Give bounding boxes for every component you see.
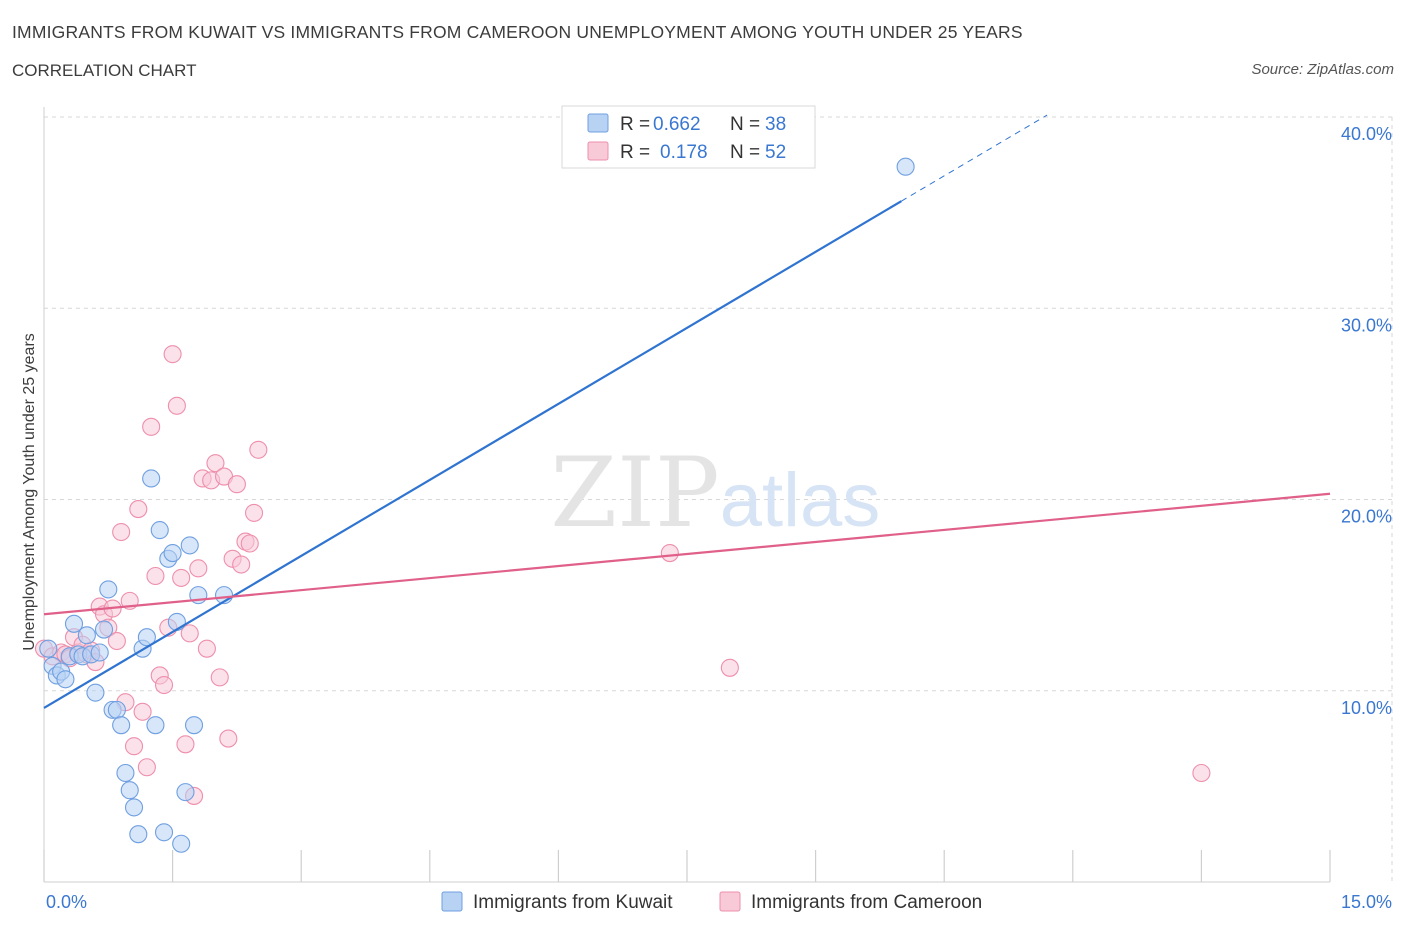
- kuwait-point: [56, 670, 75, 689]
- cameroon-point: [206, 454, 225, 473]
- cameroon-point: [112, 522, 131, 542]
- watermark-atlas: atlas: [720, 458, 881, 543]
- cameroon-point: [133, 702, 152, 721]
- y-tick-label: 20.0%: [1341, 507, 1392, 527]
- kuwait-point: [120, 781, 139, 800]
- kuwait-point: [124, 798, 144, 817]
- cameroon-point: [227, 475, 246, 494]
- kuwait-point: [94, 620, 114, 639]
- kuwait-point: [172, 834, 191, 853]
- cameroon-point: [180, 624, 199, 643]
- kuwait-point: [129, 825, 148, 844]
- chart-title: IMMIGRANTS FROM KUWAIT VS IMMIGRANTS FRO…: [12, 22, 1023, 42]
- kuwait-point: [176, 783, 195, 802]
- kuwait-point: [163, 543, 182, 563]
- kuwait-trend-extension: [901, 114, 1048, 202]
- cameroon-point: [197, 639, 216, 658]
- cameroon-point: [1192, 763, 1211, 783]
- kuwait-point: [64, 614, 84, 633]
- watermark-zip: ZIP: [550, 437, 719, 549]
- kuwait-point: [116, 763, 135, 783]
- legend-label-kuwait: Immigrants from Kuwait: [473, 892, 673, 913]
- legend-r-value-kuwait: 0.662: [653, 114, 701, 135]
- zipatlas-watermark: ZIP atlas: [550, 437, 880, 549]
- chart-subtitle: CORRELATION CHART: [12, 61, 197, 80]
- legend-r-label-kuwait: R =: [620, 114, 650, 135]
- trend-lines: [43, 114, 1331, 709]
- x-tick-label: 0.0%: [46, 892, 87, 912]
- cameroon-points: [34, 345, 1211, 805]
- legend-r-label-cameroon: R =: [620, 142, 650, 163]
- cameroon-point: [137, 758, 156, 777]
- kuwait-trend-line: [43, 200, 902, 709]
- cameroon-point: [163, 345, 182, 364]
- y-tick-label: 40.0%: [1341, 124, 1392, 144]
- legend-label-cameroon: Immigrants from Cameroon: [751, 892, 982, 913]
- cameroon-point: [660, 543, 679, 563]
- cameroon-point: [189, 559, 208, 578]
- legend-swatch-kuwait-bottom: [441, 891, 463, 912]
- source-credit: Source: ZipAtlas.com: [1251, 61, 1394, 78]
- kuwait-point: [180, 536, 199, 555]
- legend-n-value-kuwait: 38: [765, 114, 786, 135]
- kuwait-point: [142, 469, 161, 488]
- y-axis-label: Unemployment Among Youth under 25 years: [21, 333, 38, 651]
- cameroon-point: [232, 555, 251, 574]
- kuwait-point: [154, 823, 174, 842]
- kuwait-point: [99, 580, 118, 599]
- kuwait-point: [896, 157, 915, 176]
- cameroon-point: [219, 729, 238, 748]
- kuwait-point: [77, 626, 96, 645]
- legend-swatch-cameroon-bottom: [719, 891, 741, 912]
- cameroon-point: [146, 566, 165, 586]
- cameroon-point: [154, 675, 174, 695]
- kuwait-point: [86, 683, 105, 702]
- cameroon-point: [124, 737, 144, 756]
- cameroon-point: [176, 735, 195, 754]
- x-tick-label: 15.0%: [1341, 892, 1392, 912]
- cameroon-point: [129, 500, 148, 519]
- kuwait-point: [107, 700, 126, 719]
- kuwait-point: [137, 628, 156, 647]
- cameroon-point: [720, 658, 739, 677]
- y-tick-label: 30.0%: [1341, 315, 1392, 335]
- cameroon-point: [107, 631, 126, 651]
- cameroon-point: [249, 440, 268, 459]
- kuwait-point: [184, 716, 204, 735]
- y-tick-label: 10.0%: [1341, 698, 1392, 718]
- legend-n-value-cameroon: 52: [765, 142, 786, 163]
- cameroon-point: [142, 417, 161, 436]
- cameroon-point: [210, 668, 229, 687]
- legend-swatch-kuwait: [587, 113, 609, 133]
- cameroon-trend-line: [43, 492, 1331, 616]
- cameroon-point: [244, 503, 264, 522]
- kuwait-point: [167, 612, 186, 631]
- kuwait-point: [90, 643, 109, 662]
- legend-r-value-cameroon: 0.178: [660, 142, 708, 163]
- legend-n-label-kuwait: N =: [730, 114, 760, 135]
- legend-swatch-cameroon: [587, 141, 609, 161]
- series-legend: Immigrants from Kuwait Immigrants from C…: [441, 891, 982, 913]
- kuwait-point: [146, 716, 165, 735]
- cameroon-point: [167, 396, 186, 415]
- correlation-legend: R = 0.662 N = 38 R = 0.178 N = 52: [561, 105, 816, 169]
- kuwait-point: [39, 639, 58, 658]
- legend-n-label-cameroon: N =: [730, 142, 760, 163]
- tick-labels: 10.0% 20.0% 30.0% 40.0% 0.0% 15.0%: [46, 124, 1392, 912]
- cameroon-point: [172, 568, 191, 587]
- axes: [43, 107, 1331, 883]
- cameroon-point: [240, 534, 259, 553]
- kuwait-point: [150, 521, 169, 540]
- kuwait-point: [112, 716, 131, 735]
